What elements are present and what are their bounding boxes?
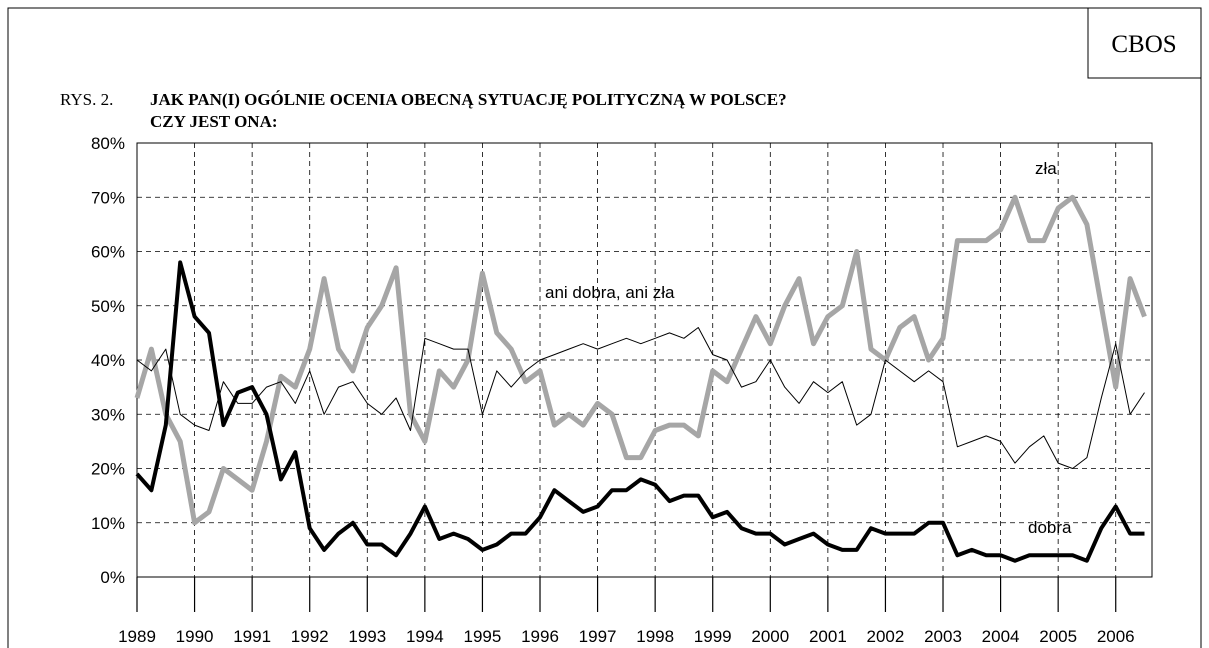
series-label: zła: [1035, 159, 1057, 178]
title: JAK PAN(I) OGÓLNIE OCENIA OBECNĄ SYTUACJ…: [150, 90, 787, 109]
y-tick-label: 70%: [91, 188, 125, 207]
x-tick-label: 2004: [982, 627, 1020, 646]
x-tick-label: 2002: [867, 627, 905, 646]
x-tick-label: 1999: [694, 627, 732, 646]
series-line: [136, 327, 1145, 469]
y-tick-label: 30%: [91, 405, 125, 424]
x-tick-label: 1989: [118, 627, 156, 646]
x-tick-label: 2000: [751, 627, 789, 646]
series-line: [135, 260, 1145, 563]
series-label: ani dobra, ani zła: [545, 283, 675, 302]
figure-label: RYS. 2.: [60, 90, 113, 109]
source: CBOS: [1111, 31, 1176, 58]
x-tick-label: 2006: [1097, 627, 1135, 646]
plot: 0% 10% 20% 30% 40% 50% 60% 70% 80% 1989 1990 1991 19…: [91, 134, 1153, 646]
y-tick-label: 80%: [91, 134, 125, 153]
y-tick-label: 60%: [91, 243, 125, 262]
x-tick-label: 2005: [1039, 627, 1077, 646]
x-tick-label: 1998: [636, 627, 674, 646]
x-tick-label: 2001: [809, 627, 847, 646]
x-tick-label: 2003: [924, 627, 962, 646]
x-tick-label: 1990: [176, 627, 214, 646]
y-tick-label: 10%: [91, 514, 125, 533]
source-box: [1087, 7, 1202, 79]
x-tick-label: 1993: [348, 627, 386, 646]
x-tick-label: 1992: [291, 627, 329, 646]
y-tick-label: 40%: [91, 351, 125, 370]
frame: [7, 7, 1202, 648]
y-tick-label: 50%: [91, 297, 125, 316]
y-tick-label: 0%: [100, 568, 125, 587]
x-tick-label: 1991: [233, 627, 271, 646]
y-tick-label: 20%: [91, 460, 125, 479]
x-tick-label: 1996: [521, 627, 559, 646]
x-tick-label: 1994: [406, 627, 444, 646]
x-tick-label: 1997: [579, 627, 617, 646]
series-label: dobra: [1028, 518, 1072, 537]
title: CZY JEST ONA:: [150, 112, 278, 131]
series-line: [134, 194, 1147, 526]
x-tick-label: 1995: [464, 627, 502, 646]
